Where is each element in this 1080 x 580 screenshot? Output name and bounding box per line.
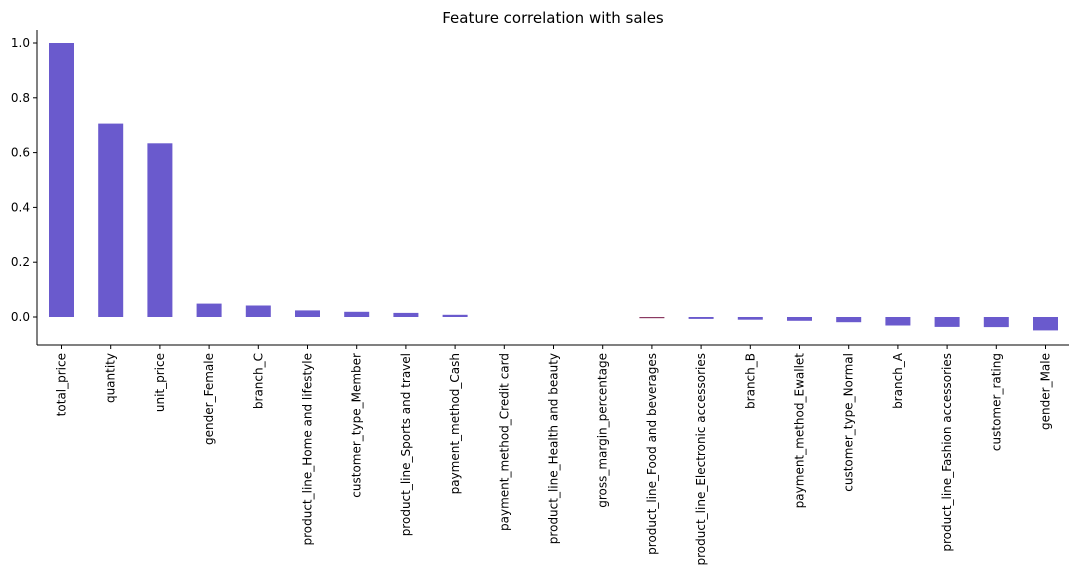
bar-product-line-sports-and-travel — [393, 312, 419, 317]
y-tick-label: 1.0 — [11, 36, 30, 50]
bars-group — [49, 43, 1058, 331]
bar-product-line-food-and-beverages — [639, 317, 665, 319]
x-tick-label: customer_type_Member — [350, 353, 364, 498]
bar-product-line-fashion-accessories — [934, 317, 960, 327]
bar-product-line-home-and-lifestyle — [295, 310, 320, 317]
x-tick-label: branch_C — [251, 353, 265, 409]
bar-payment-method-cash — [442, 314, 468, 317]
x-tick-label: quantity — [104, 353, 118, 403]
bar-branch-c — [245, 305, 271, 317]
x-tick-label: product_line_Home and lifestyle — [301, 353, 315, 546]
bar-branch-b — [737, 317, 763, 320]
x-tick-label: unit_price — [153, 353, 167, 412]
bar-customer-type-member — [344, 311, 370, 317]
x-tick-label: payment_method_Ewallet — [793, 353, 807, 509]
bar-branch-a — [885, 317, 911, 326]
bar-product-line-electronic-accessories — [688, 317, 714, 319]
bar-customer-type-normal — [836, 317, 862, 323]
x-tick-label: product_line_Sports and travel — [399, 353, 413, 536]
x-tick-label: customer_type_Normal — [842, 353, 856, 492]
y-axis: 0.0 0.2 0.4 0.6 0.8 1.0 — [11, 30, 38, 345]
x-tick-label: gender_Female — [202, 353, 216, 445]
x-tick-label: customer_rating — [989, 353, 1003, 451]
x-tick-label: branch_A — [891, 352, 905, 409]
bar-gender-male — [1033, 317, 1058, 331]
bar-total-price — [49, 43, 74, 317]
y-tick-label: 0.2 — [11, 255, 30, 269]
y-tick-label: 0.4 — [11, 200, 30, 214]
x-tick-label: branch_B — [743, 353, 757, 409]
x-tick-label: gross_margin_percentage — [596, 353, 610, 508]
x-tick-label: product_line_Health and beauty — [547, 353, 561, 544]
x-tick-label: product_line_Fashion accessories — [940, 353, 954, 552]
bar-unit-price — [147, 143, 173, 317]
x-tick-label: payment_method_Credit card — [497, 353, 511, 531]
x-tick-label: product_line_Electronic accessories — [694, 353, 708, 565]
bar-payment-method-ewallet — [787, 317, 812, 321]
y-tick-label: 0.6 — [11, 146, 30, 160]
x-tick-label: gender_Male — [1039, 353, 1053, 430]
chart-title: Feature correlation with sales — [442, 9, 664, 27]
y-tick-label: 0.8 — [11, 91, 30, 105]
x-tick-label: payment_method_Cash — [448, 353, 462, 494]
y-tick-label: 0.0 — [11, 310, 30, 324]
x-tick-label: total_price — [55, 353, 69, 416]
x-axis: total_price quantity unit_price gender_Fema… — [37, 344, 1069, 565]
bar-gender-female — [196, 303, 222, 317]
bar-customer-rating — [983, 317, 1009, 328]
x-tick-label: product_line_Food and beverages — [645, 353, 659, 555]
bar-quantity — [98, 123, 124, 317]
